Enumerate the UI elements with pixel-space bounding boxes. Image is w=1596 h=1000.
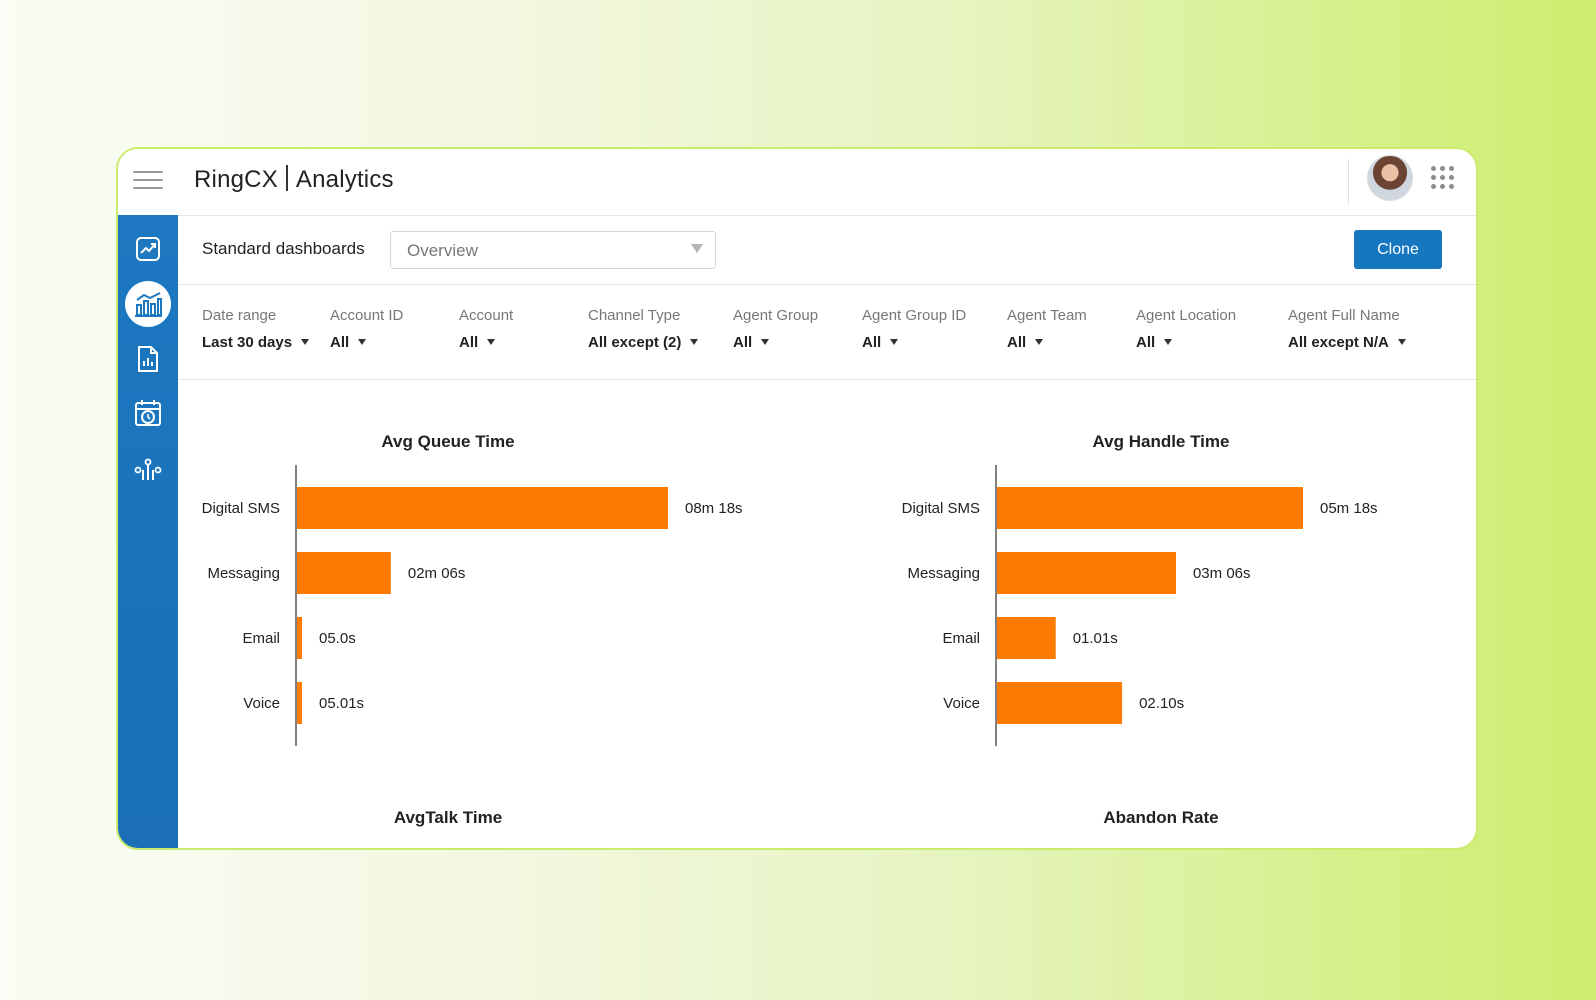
filter-label: Agent Team	[1007, 307, 1087, 324]
bar-chart-icon[interactable]	[125, 281, 171, 327]
app-window: RingCX Analytics Standard dashboards Over	[116, 147, 1478, 850]
category-label: Messaging	[207, 565, 280, 582]
filter-value: All	[330, 334, 350, 351]
filter-channel-type[interactable]: Channel Type All except (2)	[588, 307, 699, 351]
title-divider	[285, 165, 288, 191]
filter-label: Account ID	[330, 307, 404, 324]
bar[interactable]	[297, 552, 391, 594]
bar[interactable]	[997, 487, 1303, 529]
dashboard-select-value: Overview	[407, 241, 478, 260]
filter-label: Agent Location	[1136, 307, 1237, 324]
filter-label: Agent Group	[733, 307, 819, 324]
data-label: 05m 18s	[1320, 500, 1378, 517]
category-label: Email	[942, 630, 980, 647]
data-label: 02.10s	[1139, 695, 1184, 712]
menu-icon[interactable]	[133, 167, 165, 193]
dashboard-toolbar: Standard dashboards Overview Clone	[178, 215, 1476, 285]
app-grid-icon[interactable]	[1431, 166, 1455, 190]
avg-queue-time-chart: Digital SMS 08m 18s Messaging 02m 06s Email 0…	[202, 465, 743, 746]
chart-title-avg-queue-time: Avg Queue Time	[381, 432, 515, 451]
standard-dashboards-label: Standard dashboards	[202, 239, 365, 258]
trend-chart-icon[interactable]	[132, 233, 164, 265]
filter-date-range[interactable]: Date range Last 30 days	[202, 307, 310, 351]
flow-nodes-icon[interactable]	[132, 455, 164, 487]
bar[interactable]	[997, 617, 1056, 659]
filter-agent-full-name[interactable]: Agent Full Name All except N/A	[1288, 307, 1406, 351]
category-label: Voice	[943, 695, 980, 712]
data-label: 01.01s	[1073, 630, 1118, 647]
caret-down-icon	[1164, 339, 1173, 345]
filter-label: Date range	[202, 307, 277, 324]
avg-handle-time-chart: Digital SMS 05m 18s Messaging 03m 06s Email 0…	[902, 465, 1378, 746]
chart-title-avg-handle-time: Avg Handle Time	[1092, 432, 1230, 451]
app-title: RingCX Analytics	[194, 165, 394, 194]
filter-account-id[interactable]: Account ID All	[330, 307, 403, 351]
caret-down-icon	[761, 339, 770, 345]
filter-value: All except N/A	[1288, 334, 1389, 351]
filter-value: All	[1007, 334, 1027, 351]
filter-value: All	[459, 334, 479, 351]
filter-label: Channel Type	[588, 307, 681, 324]
bar[interactable]	[297, 487, 668, 529]
filter-label: Account	[459, 307, 514, 324]
data-label: 02m 06s	[408, 565, 466, 582]
chart-title-avg-talk-time: AvgTalk Time	[393, 808, 503, 827]
filter-label: Agent Group ID	[862, 307, 967, 324]
caret-down-icon	[487, 339, 496, 345]
filter-account[interactable]: Account All	[459, 307, 513, 351]
category-label: Digital SMS	[902, 500, 980, 517]
top-bar: RingCX Analytics	[118, 149, 1476, 216]
filter-value: All	[862, 334, 882, 351]
data-label: 05.0s	[319, 630, 356, 647]
category-label: Voice	[243, 695, 280, 712]
filter-value: Last 30 days	[202, 334, 293, 351]
product-name: Analytics	[295, 166, 394, 193]
bar[interactable]	[997, 552, 1176, 594]
caret-down-icon	[691, 244, 703, 253]
dashboard-select[interactable]: Overview	[390, 231, 716, 269]
sidebar	[118, 215, 178, 848]
filter-agent-team[interactable]: Agent Team All	[1007, 307, 1087, 351]
category-label: Email	[242, 630, 280, 647]
category-label: Messaging	[907, 565, 980, 582]
bar[interactable]	[297, 682, 302, 724]
report-document-icon[interactable]	[132, 343, 164, 375]
filter-agent-location[interactable]: Agent Location All	[1136, 307, 1236, 351]
caret-down-icon	[690, 339, 699, 345]
filter-bar: Date range Last 30 days Account ID All A…	[178, 285, 1476, 380]
brand-name: RingCX	[194, 166, 278, 193]
caret-down-icon	[358, 339, 367, 345]
filter-agent-group-id[interactable]: Agent Group ID All	[862, 307, 966, 351]
filter-value: All	[733, 334, 753, 351]
user-avatar[interactable]	[1367, 155, 1413, 201]
caret-down-icon	[1397, 339, 1406, 345]
filter-value: All except (2)	[588, 334, 682, 351]
filter-agent-group[interactable]: Agent Group All	[733, 307, 818, 351]
bar[interactable]	[997, 682, 1123, 724]
header-divider	[1348, 159, 1349, 205]
category-label: Digital SMS	[202, 500, 280, 517]
clone-button[interactable]: Clone	[1354, 230, 1442, 269]
bar[interactable]	[297, 617, 302, 659]
caret-down-icon	[301, 339, 310, 345]
chart-title-abandon-rate: Abandon Rate	[1103, 808, 1219, 827]
data-label: 05.01s	[319, 695, 364, 712]
caret-down-icon	[890, 339, 899, 345]
filter-label: Agent Full Name	[1288, 307, 1400, 324]
data-label: 03m 06s	[1193, 565, 1251, 582]
caret-down-icon	[1035, 339, 1044, 345]
filter-value: All	[1136, 334, 1156, 351]
calendar-clock-icon[interactable]	[132, 397, 164, 429]
data-label: 08m 18s	[685, 500, 743, 517]
